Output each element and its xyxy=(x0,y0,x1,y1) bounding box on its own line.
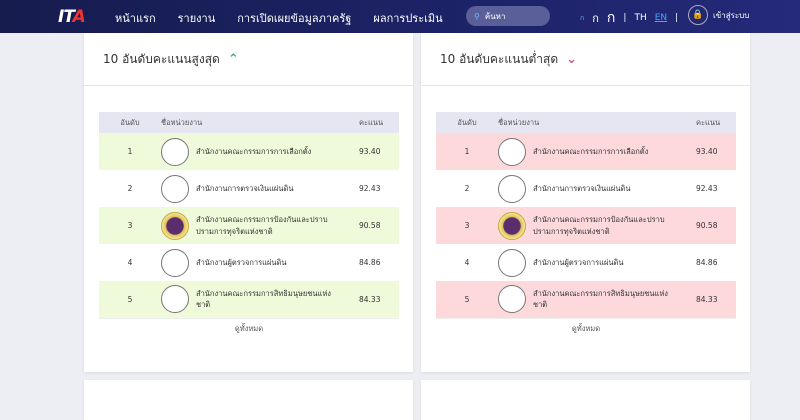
table-row[interactable]: 5 สำนักงานคณะกรรมการสิทธิมนุษยชนแห่งชาติ 8… xyxy=(436,281,736,318)
font-size-medium[interactable]: ก xyxy=(592,12,599,25)
rank: 5 xyxy=(436,281,498,318)
search-icon: ⚲ xyxy=(474,11,480,21)
rank: 2 xyxy=(464,184,470,193)
agency-logo xyxy=(498,211,526,240)
agency-name[interactable]: สำนักงานคณะกรรมการการเลือกตั้ง xyxy=(533,146,649,156)
rank: 4 xyxy=(127,258,133,267)
agency-name[interactable]: สำนักงานการตรวจเงินแผ่นดิน xyxy=(533,183,631,193)
agency-name[interactable]: สำนักงานคณะกรรมการสิทธิมนุษยชนแห่งชาติ xyxy=(196,289,331,310)
rank: 3 xyxy=(436,207,498,244)
table-row[interactable]: 3 สำนักงานคณะกรรมการป้องกันและปราบปรามการ… xyxy=(99,207,399,244)
score: 90.58 xyxy=(359,207,399,244)
agency-name[interactable]: สำนักงานคณะกรรมการป้องกันและปราบปรามการท… xyxy=(533,215,665,236)
table-header: อันดับ ชื่อหน่วยงาน คะแนน xyxy=(436,112,736,133)
col-rank: อันดับ xyxy=(436,112,498,133)
top-navbar: ITA หน้าแรก รายงาน การเปิดเผยข้อมูลภาครั… xyxy=(0,0,800,33)
rank: 2 xyxy=(127,184,133,193)
table-row[interactable]: 4 สำนักงานผู้ตรวจการแผ่นดิน 84.86 xyxy=(436,244,736,281)
search-input[interactable]: ⚲ ค้นหา xyxy=(466,6,550,26)
menu-results[interactable]: ผลการประเมิน xyxy=(373,12,443,25)
rank: 3 xyxy=(99,207,161,244)
font-size-small[interactable]: ก xyxy=(580,13,585,22)
table-header: อันดับ ชื่อหน่วยงาน คะแนน xyxy=(99,112,399,133)
main-menu: หน้าแรก รายงาน การเปิดเผยข้อมูลภาครัฐ ผล… xyxy=(115,9,443,27)
menu-disclosure[interactable]: การเปิดเผยข้อมูลภาครัฐ xyxy=(237,12,352,25)
agency-logo xyxy=(161,211,189,240)
chevron-up-icon[interactable]: ⌃ xyxy=(227,51,239,67)
chevron-down-icon[interactable]: ⌄ xyxy=(566,51,578,67)
view-all-link[interactable]: ดูทั้งหมด xyxy=(436,317,736,340)
score: 84.86 xyxy=(696,258,718,267)
rank: 4 xyxy=(464,258,470,267)
table-row[interactable]: 2 สำนักงานการตรวจเงินแผ่นดิน 92.43 xyxy=(99,170,399,207)
agency-logo xyxy=(161,285,189,314)
menu-report[interactable]: รายงาน xyxy=(177,12,216,25)
score: 84.33 xyxy=(696,281,736,318)
agency-logo xyxy=(161,248,189,277)
lang-th[interactable]: TH xyxy=(634,13,647,23)
table-row[interactable]: 3 สำนักงานคณะกรรมการป้องกันและปราบปรามการ… xyxy=(436,207,736,244)
table-row[interactable]: 1 สำนักงานคณะกรรมการการเลือกตั้ง 93.40 xyxy=(436,133,736,170)
table-row[interactable]: 1 สำนักงานคณะกรรมการการเลือกตั้ง 93.40 xyxy=(99,133,399,170)
col-score: คะแนน xyxy=(696,112,736,133)
score: 84.33 xyxy=(359,281,399,318)
bottom-ranking-card: 10 อันดับคะแนนต่ำสุด ⌄ อันดับ ชื่อหน่วยงาน… xyxy=(421,33,750,372)
lang-en[interactable]: EN xyxy=(654,13,668,23)
ita-logo[interactable]: ITA xyxy=(58,7,86,27)
card xyxy=(84,380,413,420)
top-ranking-table: อันดับ ชื่อหน่วยงาน คะแนน 1 สำนักงานคณะกรรมก… xyxy=(99,112,399,340)
view-all-link[interactable]: ดูทั้งหมด xyxy=(99,317,399,340)
agency-name[interactable]: สำนักงานคณะกรรมการการเลือกตั้ง xyxy=(196,146,312,156)
display-options: ก ก ก | TH EN | xyxy=(580,7,678,29)
agency-name[interactable]: สำนักงานคณะกรรมการสิทธิมนุษยชนแห่งชาติ xyxy=(533,289,668,310)
col-name: ชื่อหน่วยงาน xyxy=(498,112,696,133)
table-row[interactable]: 2 สำนักงานการตรวจเงินแผ่นดิน 92.43 xyxy=(436,170,736,207)
login-button[interactable]: 🔒 เข้าสู่ระบบ xyxy=(688,5,749,25)
agency-name[interactable]: สำนักงานการตรวจเงินแผ่นดิน xyxy=(196,183,294,193)
agency-name[interactable]: สำนักงานผู้ตรวจการแผ่นดิน xyxy=(533,257,624,267)
font-size-large[interactable]: ก xyxy=(606,10,616,26)
rank: 1 xyxy=(436,133,498,170)
col-rank: อันดับ xyxy=(99,112,161,133)
divider: | xyxy=(675,13,679,23)
score: 93.40 xyxy=(359,133,399,170)
agency-logo xyxy=(161,174,189,203)
login-label: เข้าสู่ระบบ xyxy=(713,10,750,20)
col-name: ชื่อหน่วยงาน xyxy=(161,112,359,133)
top-ranking-card: 10 อันดับคะแนนสูงสุด ⌃ อันดับ ชื่อหน่วยงาน… xyxy=(84,33,413,372)
card xyxy=(421,380,750,420)
table-row[interactable]: 5 สำนักงานคณะกรรมการสิทธิมนุษยชนแห่งชาติ 8… xyxy=(99,281,399,318)
card-title: 10 อันดับคะแนนต่ำสุด xyxy=(440,51,559,66)
divider: | xyxy=(623,13,627,23)
table-row[interactable]: 4 สำนักงานผู้ตรวจการแผ่นดิน 84.86 xyxy=(99,244,399,281)
agency-logo xyxy=(498,137,526,166)
search-placeholder: ค้นหา xyxy=(484,11,506,21)
score: 90.58 xyxy=(696,207,736,244)
agency-name[interactable]: สำนักงานผู้ตรวจการแผ่นดิน xyxy=(196,257,287,267)
score: 92.43 xyxy=(696,184,718,193)
rank: 5 xyxy=(99,281,161,318)
col-score: คะแนน xyxy=(359,112,399,133)
score: 92.43 xyxy=(359,184,381,193)
card-title: 10 อันดับคะแนนสูงสุด xyxy=(103,51,220,66)
agency-logo xyxy=(498,174,526,203)
bottom-ranking-table: อันดับ ชื่อหน่วยงาน คะแนน 1 สำนักงานคณะกรรมก… xyxy=(436,112,736,340)
score: 84.86 xyxy=(359,258,381,267)
rank: 1 xyxy=(99,133,161,170)
menu-home[interactable]: หน้าแรก xyxy=(115,12,156,25)
score: 93.40 xyxy=(696,133,736,170)
lock-icon: 🔒 xyxy=(688,5,708,25)
agency-name[interactable]: สำนักงานคณะกรรมการป้องกันและปราบปรามการท… xyxy=(196,215,328,236)
agency-logo xyxy=(161,137,189,166)
agency-logo xyxy=(498,285,526,314)
agency-logo xyxy=(498,248,526,277)
